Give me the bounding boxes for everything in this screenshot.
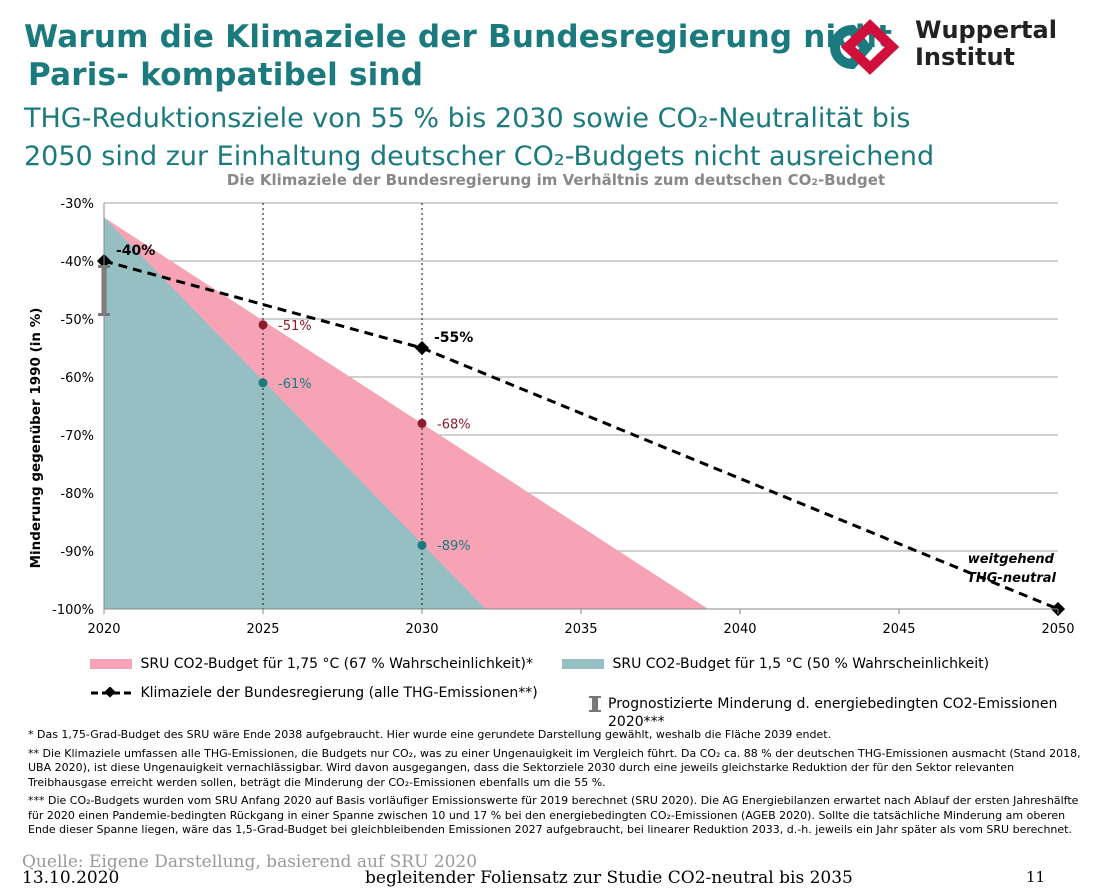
y-tick-label: -30% [60,197,94,212]
chart-title: Die Klimaziele der Bundesregierung im Ve… [227,171,885,189]
budget-point--68% [417,418,427,428]
y-tick-label: -80% [60,487,94,502]
target-point-2030 [414,340,430,356]
target-label-2020: -40% [116,243,155,259]
source-note: Quelle: Eigene Darstellung, basierend au… [22,852,478,872]
page-title: Warum die Klimaziele der Bundesregierung… [24,18,892,94]
x-tick-label: 2050 [1041,622,1074,637]
footnotes: * Das 1,75-Grad-Budget des SRU wäre Ende… [28,728,1088,842]
budget-point--51% [258,320,268,330]
legend-range-icon [588,696,602,712]
logo-line-2: Institut [915,43,1016,71]
page-subtitle: THG-Reduktionsziele von 55 % bis 2030 so… [24,100,934,176]
x-tick-label: 2035 [564,622,597,637]
legend-item-175: SRU CO2-Budget für 1,75 °C (67 % Wahrsch… [90,656,570,672]
logo-teal-arc [830,24,873,70]
title-line-1: Warum die Klimaziele der Bundesregierung… [24,19,893,55]
x-tick-label: 2025 [246,622,279,637]
area-sru-15 [104,217,486,609]
y-tick-label: -70% [60,429,94,444]
subtitle-line-2: 2050 sind zur Einhaltung deutscher CO₂-B… [24,141,935,172]
legend-swatch-teal [562,659,604,669]
footnote-2: ** Die Klimaziele umfassen alle THG-Emis… [28,746,1081,789]
y-tick-label: -40% [60,255,94,270]
footer-center-text: begleitender Foliensatz zur Studie CO2-n… [365,868,853,888]
legend-swatch-pink [90,659,132,669]
budget-point--61% [258,378,268,388]
y-axis-label: Minderung gegenüber 1990 (in %) [28,308,44,569]
legend-label-forecast: Prognostizierte Minderung d. energiebedi… [608,696,1058,730]
budget-label: -68% [437,417,471,432]
legend-label-targets: Klimaziele der Bundesregierung (alle THG… [140,685,538,701]
title-line-2: Paris- kompatibel sind [28,57,424,93]
logo-red-diamond [840,19,900,75]
y-tick-label: -100% [52,603,94,618]
footer-date: 13.10.2020 [22,868,120,888]
budget-label: -61% [278,377,312,392]
target-label-2030: -55% [434,330,473,346]
page-number: 11 [1026,868,1046,886]
legend-dashed-line-icon [91,686,131,698]
budget-point--89% [417,540,427,550]
legend-item-forecast: Prognostizierte Minderung d. energiebedi… [588,695,1098,731]
subtitle-line-1: THG-Reduktionsziele von 55 % bis 2030 so… [24,103,911,134]
legend-item-targets: Klimaziele der Bundesregierung (alle THG… [90,685,570,701]
legend-item-15: SRU CO2-Budget für 1,5 °C (50 % Wahrsche… [562,656,1042,672]
logo-line-1: Wuppertal [915,16,1057,44]
footnote-3: *** Die CO₂-Budgets wurden vom SRU Anfan… [28,794,1079,836]
x-tick-label: 2040 [723,622,756,637]
x-tick-label: 2045 [882,622,915,637]
x-tick-label: 2030 [405,622,438,637]
line-bundesregierung [103,259,1059,611]
y-tick-label: -60% [60,371,94,386]
annotation-line-2: THG-neutral [967,571,1057,586]
budget-label: -51% [278,319,312,334]
climate-targets-chart: Die Klimaziele der Bundesregierung im Ve… [28,171,1075,637]
wuppertal-logo-icon [830,19,900,75]
legend-label-175: SRU CO2-Budget für 1,75 °C (67 % Wahrsch… [140,656,533,672]
logo-text: Wuppertal Institut [915,17,1057,71]
x-tick-label: 2020 [87,622,120,637]
legend-label-15: SRU CO2-Budget für 1,5 °C (50 % Wahrsche… [612,656,990,672]
y-tick-label: -50% [60,313,94,328]
annotation-line-1: weitgehend [968,552,1055,567]
budget-label: -89% [437,539,471,554]
footnote-1: * Das 1,75-Grad-Budget des SRU wäre Ende… [28,728,832,741]
y-tick-label: -90% [60,545,94,560]
